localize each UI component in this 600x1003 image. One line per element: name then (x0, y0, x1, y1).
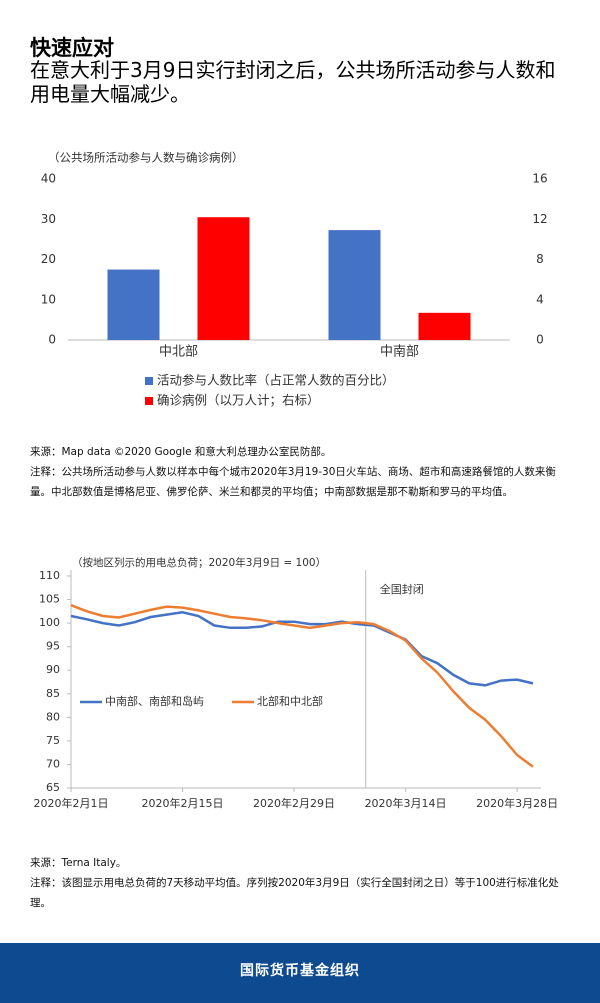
x-tick-label: 2020年3月28日 (476, 796, 558, 810)
y-tick-label: 30 (41, 212, 56, 226)
bar (107, 269, 160, 340)
y-tick-label: 65 (46, 781, 60, 794)
x-tick-label: 中北部 (159, 345, 198, 360)
y-tick-label: 40 (41, 172, 56, 186)
y-tick-label: 110 (39, 569, 60, 582)
line (70, 611, 534, 687)
legend-label: 北部和中北部 (257, 694, 323, 708)
y-tick-label: 10 (41, 292, 56, 306)
annotation: （公共场所活动参与人数与确诊病例） (48, 151, 244, 165)
legend-label: 确诊病例（以万人计；右标） (157, 393, 320, 408)
y-tick-label: 80 (46, 710, 60, 723)
y-tick-label: 70 (46, 757, 60, 770)
y2-tick-label: 16 (532, 172, 547, 186)
event-label: 全国封闭 (380, 582, 424, 596)
footer: 国际货币基金组织 (0, 943, 600, 1003)
y2-tick-label: 0 (536, 333, 544, 347)
note: 注释：该图显示用电总负荷的7天移动平均值。序列按2020年3月9日（实行全国封闭… (30, 877, 559, 909)
y-tick-label: 100 (39, 616, 60, 629)
annotation: （按地区列示的用电总负荷；2020年3月9日 = 100） (72, 556, 326, 569)
x-tick-label: 2020年3月14日 (365, 796, 447, 810)
y2-tick-label: 4 (536, 292, 544, 306)
charts: （公共场所活动参与人数与确诊病例） 0 10 20 30 40 0 4 8 12 16 中北部 中南部活… (34, 151, 559, 811)
note: 注释：公共场所活动参与人数以样本中每个城市2020年3月19-30日火车站、商场… (30, 466, 556, 498)
legend-label: 中南部、南部和岛屿 (105, 694, 204, 708)
bar (197, 217, 250, 340)
source: 来源：Map data ©2020 Google 和意大利总理办公室民防部。 (30, 446, 332, 458)
y-tick-label: 75 (46, 734, 60, 747)
legend-swatch (145, 377, 153, 385)
title: 快速应对 (30, 36, 114, 60)
y-tick-label: 105 (39, 593, 60, 606)
y-tick-label: 20 (41, 252, 56, 266)
legend-label: 活动参与人数比率（占正常人数的百分比） (157, 373, 395, 388)
subtitle: 在意大利于3月9日实行封闭之后，公共场所活动参与人数和用电量大幅减少。 (30, 58, 556, 106)
y2-tick-label: 8 (536, 252, 544, 266)
source: 来源：Terna Italy。 (30, 857, 127, 869)
y-tick-label: 95 (46, 640, 60, 653)
bar (328, 230, 381, 340)
x-tick-label: 2020年2月29日 (253, 796, 335, 810)
legend-swatch (145, 397, 153, 405)
notes: 来源：Terna Italy。 注释：该图显示用电总负荷的7天移动平均值。序列按… (30, 853, 575, 913)
y2-tick-label: 12 (532, 212, 547, 226)
bar (418, 312, 471, 340)
x-tick-label: 2020年2月15日 (142, 796, 224, 810)
y-tick-label: 85 (46, 687, 60, 700)
line (70, 604, 534, 768)
y-tick-label: 0 (48, 333, 56, 347)
x-tick-label: 2020年2月1日 (34, 796, 109, 810)
y-tick-label: 90 (46, 663, 60, 676)
x-tick-label: 中南部 (380, 344, 419, 360)
notes: 来源：Map data ©2020 Google 和意大利总理办公室民防部。 注… (30, 442, 575, 502)
